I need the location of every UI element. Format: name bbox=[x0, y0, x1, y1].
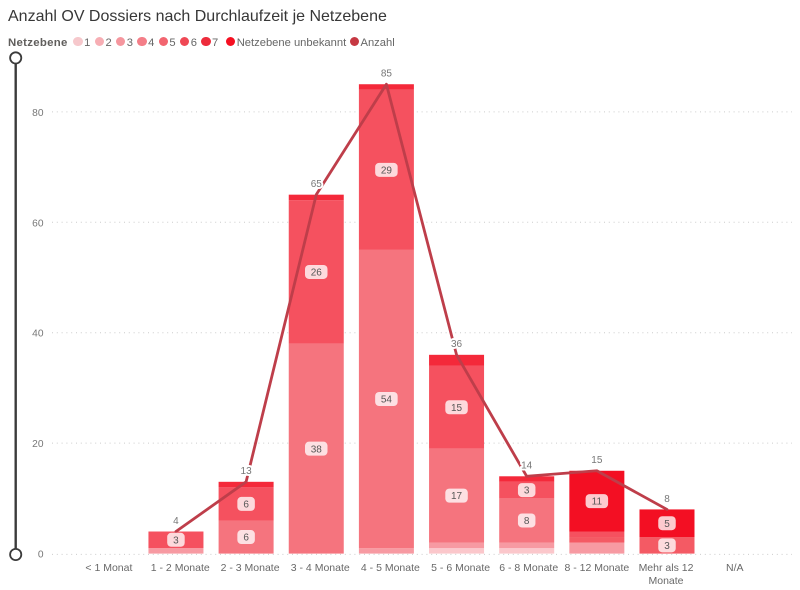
svg-text:60: 60 bbox=[32, 218, 44, 229]
svg-text:11: 11 bbox=[592, 497, 603, 508]
svg-text:8: 8 bbox=[664, 494, 670, 505]
svg-text:Monate: Monate bbox=[648, 575, 683, 587]
svg-text:85: 85 bbox=[381, 69, 393, 80]
svg-text:6: 6 bbox=[243, 500, 249, 511]
svg-text:13: 13 bbox=[241, 466, 253, 477]
svg-text:3: 3 bbox=[664, 541, 670, 552]
svg-text:40: 40 bbox=[32, 329, 44, 340]
svg-text:17: 17 bbox=[451, 491, 463, 502]
svg-text:20: 20 bbox=[32, 439, 44, 450]
svg-text:1 - 2 Monate: 1 - 2 Monate bbox=[151, 562, 210, 574]
svg-text:29: 29 bbox=[381, 165, 393, 176]
svg-text:5: 5 bbox=[664, 519, 670, 530]
svg-text:4: 4 bbox=[173, 516, 179, 527]
svg-text:8 - 12 Monate: 8 - 12 Monate bbox=[564, 562, 629, 574]
svg-text:5 - 6 Monate: 5 - 6 Monate bbox=[431, 562, 490, 574]
svg-text:6: 6 bbox=[243, 533, 249, 544]
svg-text:0: 0 bbox=[38, 550, 44, 561]
svg-text:3 - 4 Monate: 3 - 4 Monate bbox=[291, 562, 350, 574]
svg-text:65: 65 bbox=[311, 179, 323, 190]
svg-text:2 - 3 Monate: 2 - 3 Monate bbox=[221, 562, 280, 574]
svg-text:80: 80 bbox=[32, 108, 44, 119]
svg-text:N/A: N/A bbox=[726, 562, 744, 574]
svg-text:14: 14 bbox=[521, 461, 533, 472]
svg-text:15: 15 bbox=[451, 403, 463, 414]
svg-text:36: 36 bbox=[451, 339, 463, 350]
svg-text:6 - 8 Monate: 6 - 8 Monate bbox=[499, 562, 558, 574]
svg-text:Mehr als 12: Mehr als 12 bbox=[639, 562, 694, 574]
svg-text:26: 26 bbox=[311, 268, 323, 279]
svg-text:4 - 5 Monate: 4 - 5 Monate bbox=[361, 562, 420, 574]
svg-text:15: 15 bbox=[591, 455, 603, 466]
svg-text:3: 3 bbox=[173, 535, 179, 546]
svg-text:54: 54 bbox=[381, 395, 393, 406]
svg-text:38: 38 bbox=[311, 444, 323, 455]
svg-text:3: 3 bbox=[524, 486, 530, 497]
svg-text:8: 8 bbox=[524, 516, 530, 527]
svg-text:< 1 Monat: < 1 Monat bbox=[85, 562, 132, 574]
